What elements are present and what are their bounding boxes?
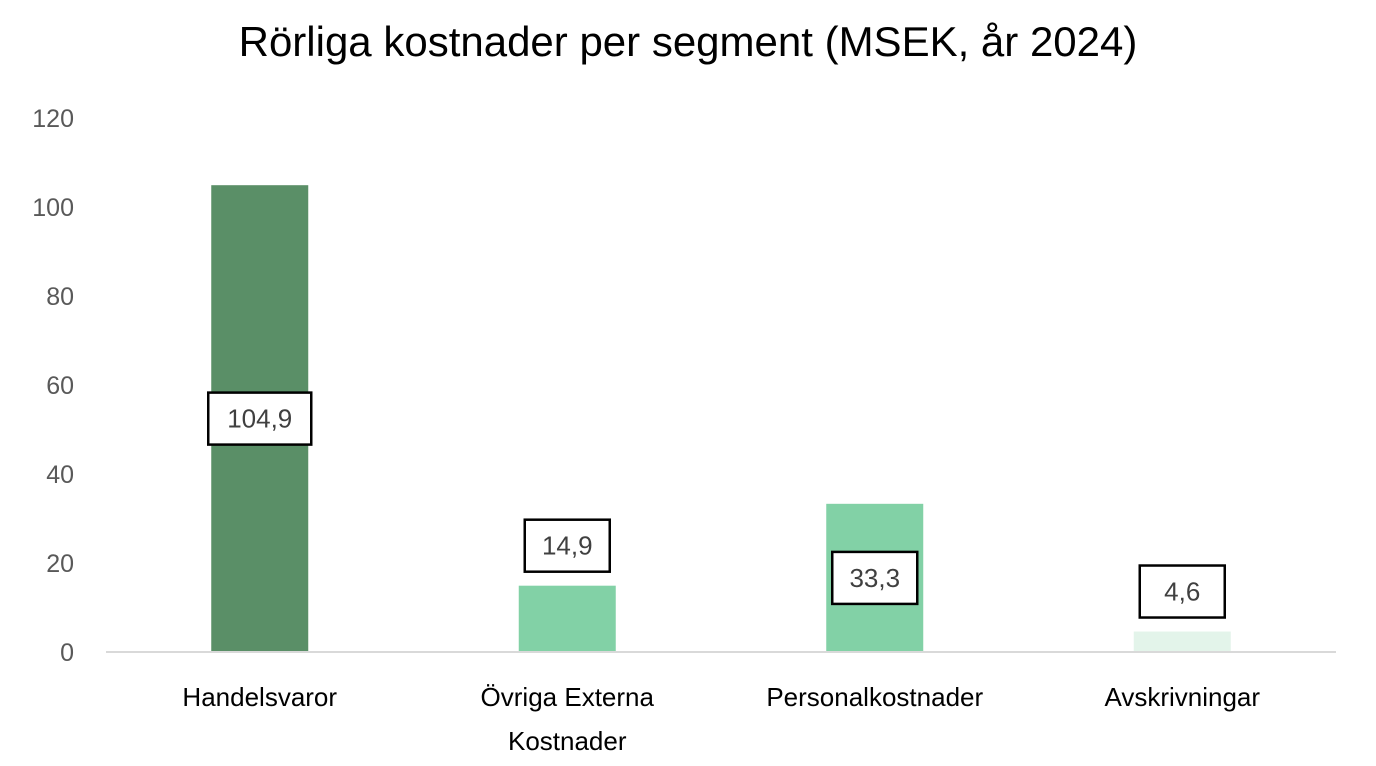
data-label: 104,9 bbox=[207, 391, 313, 446]
y-axis: 0 20 40 60 80 100 120 bbox=[32, 105, 74, 667]
data-label: 33,3 bbox=[831, 550, 919, 606]
x-tick-label: Avskrivningar bbox=[1104, 682, 1260, 712]
x-tick-label-line: Avskrivningar bbox=[1104, 682, 1260, 712]
y-tick-label: 0 bbox=[60, 639, 74, 667]
x-tick-label-line: Övriga Externa bbox=[481, 682, 655, 712]
x-tick-label: Handelsvaror bbox=[182, 682, 337, 712]
data-label-value: 33,3 bbox=[849, 563, 900, 593]
x-tick-label-line: Personalkostnader bbox=[766, 682, 983, 712]
x-axis: Handelsvaror Övriga Externa Kostnader Perso… bbox=[182, 682, 1260, 756]
x-tick-label-line: Handelsvaror bbox=[182, 682, 337, 712]
y-tick-label: 120 bbox=[32, 105, 74, 133]
bar bbox=[518, 585, 616, 652]
x-tick-label: Övriga Externa Kostnader bbox=[481, 682, 655, 756]
data-label: 14,9 bbox=[523, 518, 611, 573]
data-label-box bbox=[1138, 564, 1226, 619]
data-label-value: 14,9 bbox=[542, 531, 593, 561]
data-labels: 104,9 14,9 33,3 4,6 bbox=[207, 391, 1226, 619]
bars bbox=[211, 185, 1231, 652]
data-label-box bbox=[831, 550, 919, 606]
y-tick-label: 20 bbox=[46, 550, 74, 578]
y-tick-label: 100 bbox=[32, 194, 74, 222]
data-label: 4,6 bbox=[1138, 564, 1226, 619]
bar bbox=[1133, 631, 1231, 652]
x-tick-label-line: Kostnader bbox=[508, 726, 627, 756]
y-tick-label: 40 bbox=[46, 461, 74, 489]
data-label-box bbox=[207, 391, 313, 446]
data-label-value: 104,9 bbox=[227, 404, 292, 434]
y-tick-label: 60 bbox=[46, 372, 74, 400]
data-label-box bbox=[523, 518, 611, 573]
chart-title: Rörliga kostnader per segment (MSEK, år … bbox=[239, 18, 1138, 65]
x-tick-label: Personalkostnader bbox=[766, 682, 983, 712]
y-tick-label: 80 bbox=[46, 283, 74, 311]
data-label-value: 4,6 bbox=[1164, 577, 1200, 607]
